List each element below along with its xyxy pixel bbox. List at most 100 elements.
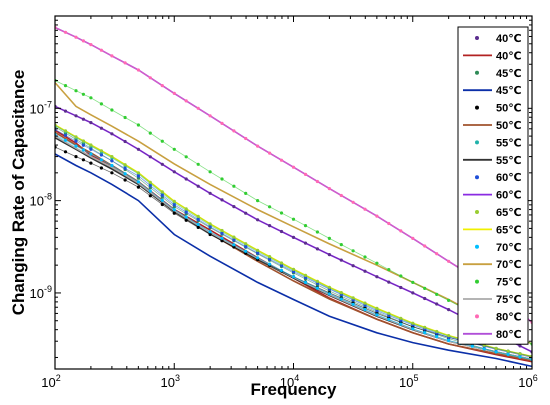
data-point [184, 210, 188, 214]
data-point [136, 180, 140, 184]
legend-item: 70℃ [475, 242, 522, 254]
data-point [279, 158, 284, 162]
x-tick-label: 102 [41, 373, 60, 390]
data-point [339, 243, 343, 247]
data-point [327, 285, 331, 289]
data-point [184, 207, 188, 211]
data-point [110, 54, 114, 58]
data-point [220, 198, 224, 202]
data-point [63, 84, 68, 88]
data-point [268, 255, 272, 259]
data-point [89, 161, 93, 165]
x-tick-labels: 102 103 104 105 106 [41, 373, 537, 390]
data-point [244, 136, 248, 141]
data-point [279, 261, 284, 265]
data-point [160, 162, 164, 166]
data-point [136, 185, 140, 189]
data-point [148, 184, 152, 188]
legend-item: 75℃ [463, 294, 522, 306]
data-point [123, 172, 127, 176]
data-point [196, 225, 200, 229]
legend-item: 50℃ [475, 103, 522, 115]
data-point [208, 170, 212, 174]
data-point [148, 180, 152, 184]
legend-label: 75℃ [496, 277, 522, 289]
ticks-layer [54, 15, 533, 369]
legend-item: 75℃ [475, 277, 522, 289]
data-point [447, 298, 451, 302]
series-13 [55, 132, 532, 362]
y-tick-label: 10-9 [30, 284, 52, 301]
data-point [256, 199, 260, 203]
data-point [172, 203, 176, 207]
legend-label: 75℃ [496, 294, 522, 306]
data-point [244, 191, 248, 195]
data-point [89, 96, 93, 100]
data-point [232, 235, 236, 239]
data-point [74, 135, 78, 139]
legend-label: 50℃ [496, 120, 522, 132]
data-point [435, 302, 439, 306]
data-point [63, 30, 68, 34]
legend-item: 80℃ [463, 329, 522, 341]
legend-label: 45℃ [496, 68, 522, 80]
data-point [184, 155, 188, 159]
data-point [447, 334, 451, 338]
data-point [63, 109, 68, 113]
data-point [363, 307, 367, 312]
data-point [411, 291, 415, 295]
data-point [184, 218, 188, 222]
legend-item: 70℃ [463, 259, 522, 271]
data-point [81, 139, 85, 143]
data-point [232, 245, 236, 249]
legend-item: 45℃ [463, 85, 522, 97]
data-point [256, 218, 260, 222]
data-point [279, 211, 284, 215]
data-point [160, 202, 164, 207]
data-point [339, 193, 343, 198]
legend-label: 55℃ [496, 137, 522, 149]
x-tick-label: 103 [161, 373, 180, 390]
legend-item: 40℃ [475, 33, 522, 45]
data-point [99, 102, 103, 106]
data-point [208, 191, 212, 195]
data-point [81, 143, 85, 147]
data-point [399, 229, 403, 233]
data-point [303, 280, 308, 284]
data-point [63, 133, 68, 137]
data-point [423, 244, 427, 248]
data-point [148, 189, 152, 193]
data-point [268, 257, 272, 261]
data-point [256, 251, 260, 255]
data-point [279, 229, 284, 234]
data-point [399, 316, 403, 320]
data-point [123, 163, 127, 167]
series-layer [55, 25, 532, 368]
data-point [447, 338, 451, 343]
data-point [232, 238, 236, 242]
series-11 [55, 123, 532, 359]
data-point [110, 171, 114, 175]
data-point [110, 159, 114, 163]
data-point [399, 322, 403, 326]
data-point [160, 193, 164, 197]
data-point [387, 268, 391, 272]
data-point [363, 269, 367, 273]
data-point [375, 309, 379, 313]
series-line [55, 131, 532, 362]
data-point [279, 263, 284, 268]
data-point [291, 165, 296, 169]
data-point [303, 172, 308, 176]
data-point [387, 317, 391, 321]
legend: 40℃ 40℃ 45℃ 45℃ 50℃ 50℃ 55℃ 55℃ 60℃ 60℃ 65℃ 65℃ 70℃ 7… [457, 26, 529, 345]
data-point [363, 255, 367, 259]
data-point [327, 253, 331, 257]
data-point [172, 147, 176, 151]
data-point [387, 280, 391, 284]
data-point [63, 150, 68, 154]
data-point [268, 224, 272, 228]
data-point [160, 198, 164, 202]
data-point [387, 311, 391, 315]
data-point [435, 335, 439, 339]
legend-dot-swatch [475, 279, 479, 284]
